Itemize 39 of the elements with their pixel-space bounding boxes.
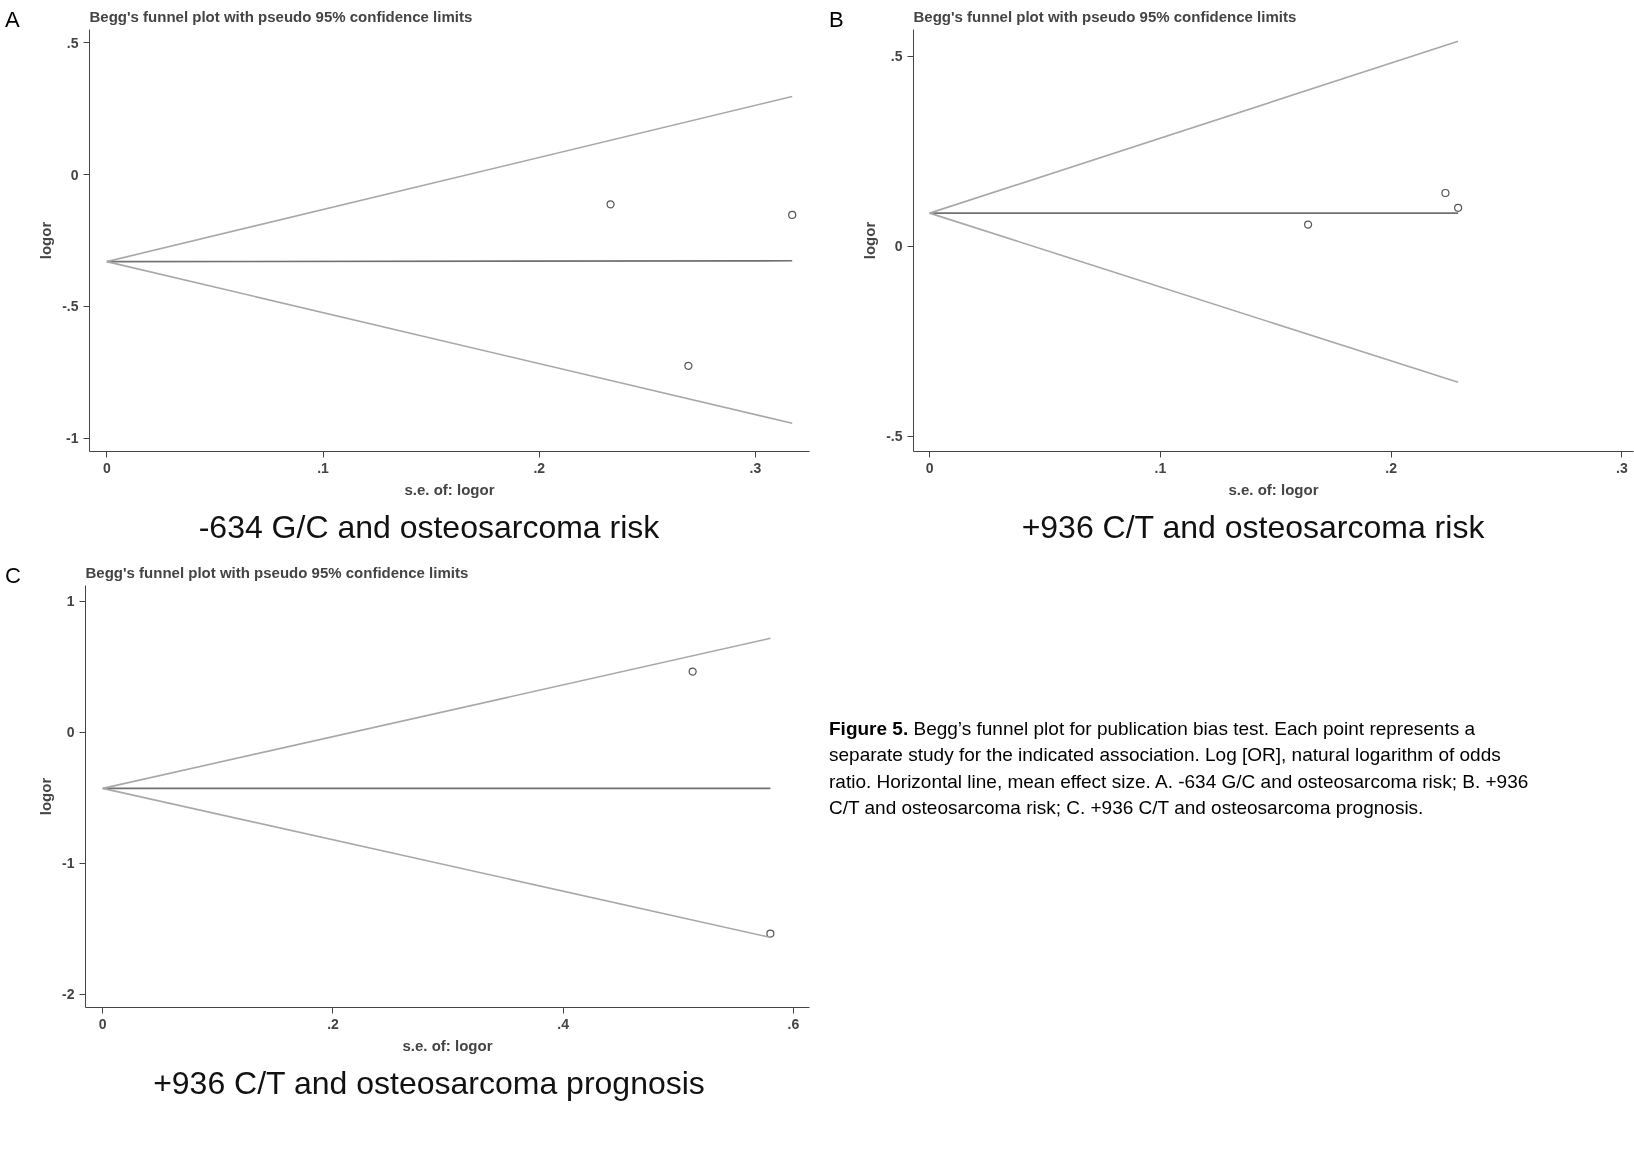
x-tick-label: .2 xyxy=(327,1015,340,1032)
y-tick-label: 0 xyxy=(66,723,75,740)
chart-title: Begg's funnel plot with pseudo 95% confidence limits xyxy=(85,563,469,581)
x-tick-label: .4 xyxy=(557,1015,570,1032)
text: +936 C/T and osteosarcoma prognosis xyxy=(153,1063,705,1103)
x-tick-label: .2 xyxy=(1385,459,1398,476)
text: A xyxy=(5,6,20,34)
x-tick-label: .6 xyxy=(787,1015,800,1032)
y-tick-label: -1 xyxy=(62,855,75,872)
y-axis-title: logor xyxy=(37,221,55,260)
y-tick-label: 0 xyxy=(70,166,79,183)
x-tick-label: 0 xyxy=(925,459,934,476)
x-axis-title: s.e. of: logor xyxy=(1228,480,1319,498)
x-tick-label: .1 xyxy=(317,459,330,476)
y-axis-title: logor xyxy=(37,777,55,815)
y-tick-label: .5 xyxy=(890,48,903,65)
x-tick-label: .3 xyxy=(749,459,762,476)
y-tick-label: -2 xyxy=(62,986,75,1003)
caption: Figure 5. xyxy=(829,717,909,739)
x-tick-label: .2 xyxy=(533,459,546,476)
y-tick-label: -.5 xyxy=(886,428,903,445)
text: +936 C/T and osteosarcoma risk xyxy=(1021,508,1485,547)
x-tick-label: .1 xyxy=(1154,459,1167,476)
x-tick-label: 0 xyxy=(102,459,111,476)
text: B xyxy=(829,6,844,34)
y-tick-label: 0 xyxy=(894,238,903,255)
y-tick-label: -.5 xyxy=(62,298,79,315)
text: C xyxy=(5,561,21,590)
x-tick-label: 0 xyxy=(98,1015,107,1032)
y-tick-label: -1 xyxy=(66,430,79,447)
x-tick-label: .3 xyxy=(1616,459,1629,476)
x-axis-title: s.e. of: logor xyxy=(404,480,495,498)
text: -634 G/C and osteosarcoma risk xyxy=(198,508,660,547)
y-axis-title: logor xyxy=(861,221,879,260)
y-tick-label: .5 xyxy=(66,34,79,51)
x-axis-title: s.e. of: logor xyxy=(402,1036,493,1054)
chart-title: Begg's funnel plot with pseudo 95% confidence limits xyxy=(89,7,473,25)
chart-title: Begg's funnel plot with pseudo 95% confidence limits xyxy=(913,7,1297,25)
y-tick-label: 1 xyxy=(66,592,75,609)
